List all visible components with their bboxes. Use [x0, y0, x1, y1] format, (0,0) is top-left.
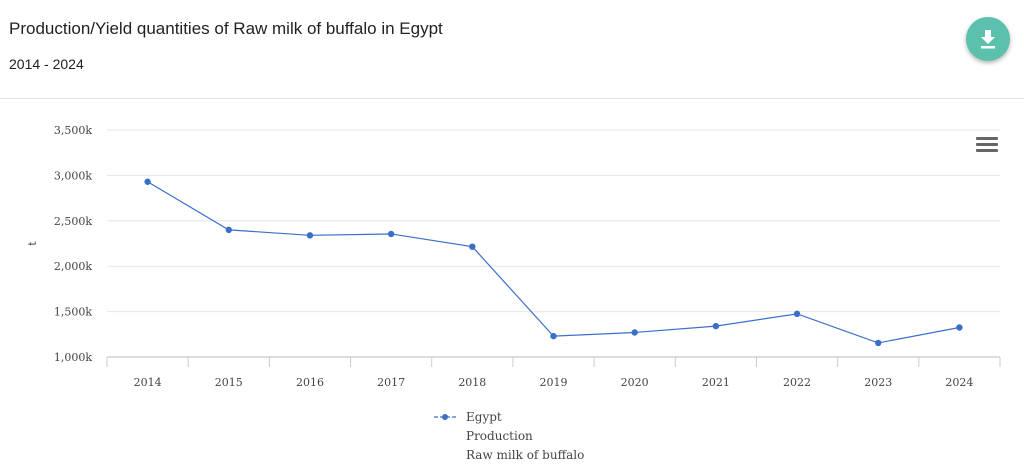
y-tick-label: 2,000k [54, 260, 92, 273]
data-point[interactable] [306, 232, 314, 239]
x-tick-label: 2014 [134, 376, 162, 389]
hamburger-menu-icon[interactable] [976, 137, 998, 153]
y-tick-label: 3,000k [54, 169, 92, 182]
x-tick-label: 2024 [945, 376, 973, 389]
download-button[interactable] [966, 17, 1010, 61]
x-tick-label: 2015 [215, 376, 243, 389]
series-line-egypt [147, 181, 960, 344]
x-tick-label: 2021 [702, 376, 730, 389]
data-point[interactable] [793, 310, 801, 318]
legend-label: Raw milk of buffalo [466, 448, 584, 462]
data-point[interactable] [875, 339, 882, 347]
legend-point-marker [442, 414, 448, 420]
x-tick-label: 2016 [296, 376, 324, 389]
download-icon [981, 30, 995, 49]
x-tick-label: 2017 [377, 376, 405, 389]
data-point[interactable] [631, 329, 638, 336]
data-point[interactable] [550, 332, 557, 340]
data-point[interactable] [469, 243, 476, 250]
legend-label[interactable]: Egypt [466, 410, 502, 424]
y-tick-label: 1,500k [54, 306, 92, 319]
legend-label: Production [466, 429, 533, 443]
data-point[interactable] [144, 178, 151, 185]
x-tick-label: 2018 [458, 376, 486, 389]
x-tick-label: 2020 [621, 376, 649, 389]
x-tick-label: 2022 [783, 376, 811, 389]
chart-title: Production/Yield quantities of Raw milk … [9, 19, 443, 38]
y-axis-label: t [26, 241, 39, 246]
y-tick-label: 2,500k [54, 215, 92, 228]
x-tick-label: 2023 [864, 376, 892, 389]
x-tick-label: 2019 [540, 376, 568, 389]
chart-subtitle: 2014 - 2024 [9, 56, 84, 72]
y-tick-label: 1,000k [54, 351, 92, 364]
data-point[interactable] [956, 324, 963, 331]
data-point[interactable] [712, 322, 720, 330]
y-tick-label: 3,500k [54, 124, 92, 137]
data-point[interactable] [225, 226, 232, 234]
data-point[interactable] [387, 230, 395, 238]
chart-header: Production/Yield quantities of Raw milk … [0, 0, 1024, 99]
line-chart: 1,000k 1,500k 2,000k 2,500k 3,000k 3,500k t 201… [26, 124, 1001, 462]
